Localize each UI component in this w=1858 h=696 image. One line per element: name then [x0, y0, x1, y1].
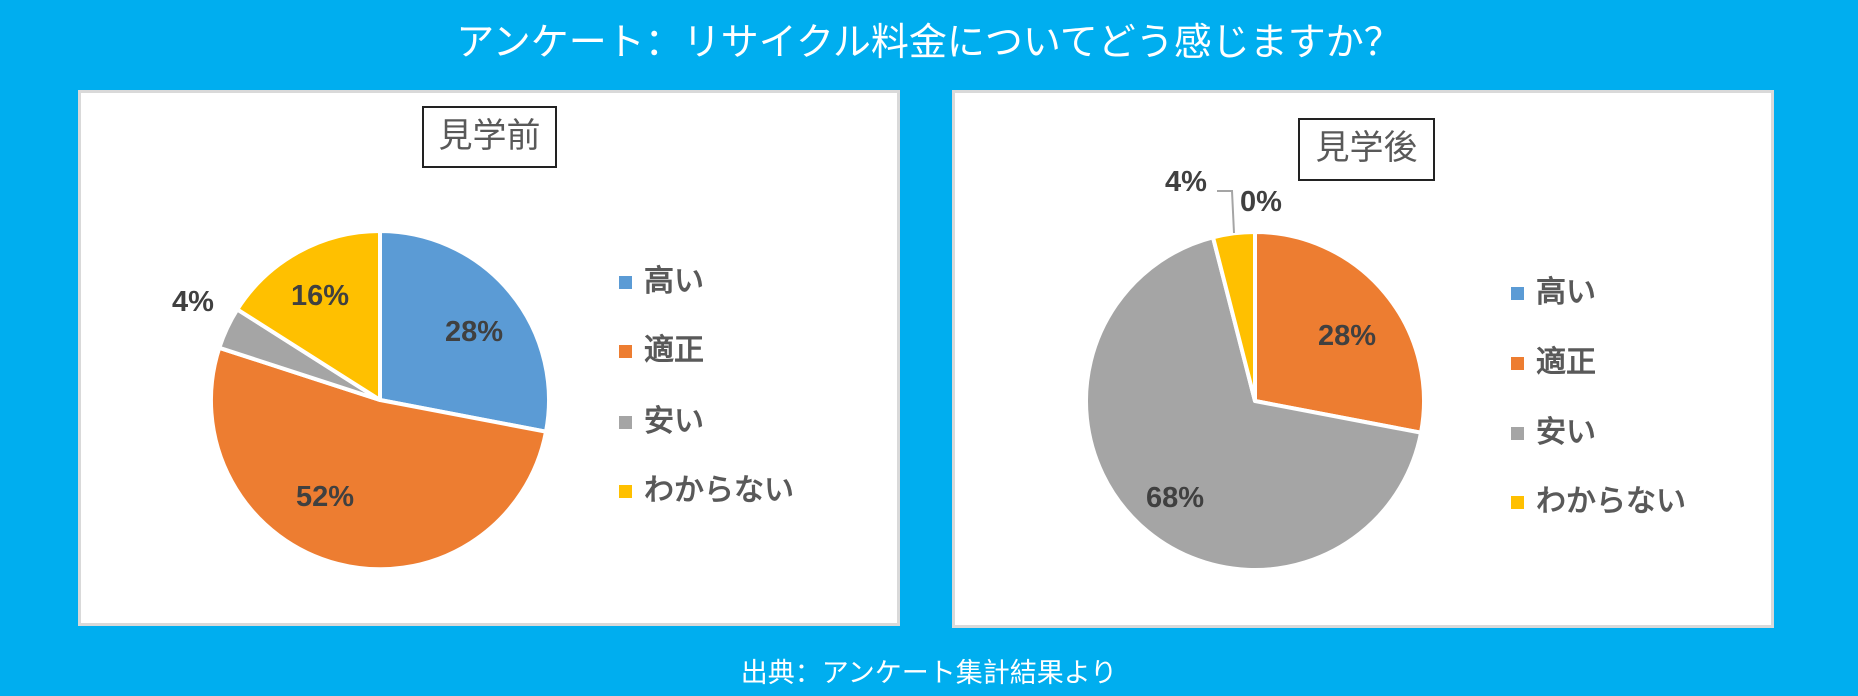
legend-label: わからない: [1536, 484, 1686, 519]
data-label-fair: 28%: [1318, 320, 1376, 352]
legend-swatch-icon: [1511, 286, 1524, 300]
pie-chart-after: 28% 68% 4% 0%: [1084, 166, 1426, 572]
legend-item-fair: 適正: [619, 333, 704, 369]
legend-item-cheap: 安い: [1511, 415, 1596, 451]
legend-swatch-icon: [1511, 495, 1524, 509]
legend-swatch-icon: [619, 415, 632, 429]
pie-chart-before: 28% 52% 4% 16%: [172, 229, 551, 572]
chart-title-after: 見学後: [1298, 118, 1435, 181]
legend-swatch-icon: [1511, 356, 1524, 370]
legend-item-high: 高い: [619, 264, 704, 300]
chart-panel-after: 見学後 28% 68% 4% 0% 高い 適正 安い: [952, 90, 1774, 628]
legend-swatch-icon: [619, 275, 632, 289]
legend-item-fair: 適正: [1511, 345, 1596, 381]
data-label-high: 28%: [445, 316, 503, 348]
slice-unknown: [1211, 230, 1257, 403]
data-label-fair: 52%: [296, 481, 354, 513]
slice-unknown: [235, 229, 382, 402]
legend-label: 安い: [644, 404, 704, 439]
data-label-unknown: 4%: [1165, 166, 1207, 198]
legend-item-unknown: わからない: [1511, 484, 1686, 520]
page-title: アンケート：リサイクル料金についてどう感じますか？: [456, 20, 1402, 64]
legend-label: 適正: [644, 333, 704, 368]
data-label-cheap: 4%: [172, 286, 214, 318]
legend-swatch-icon: [619, 344, 632, 358]
chart-panel-before: 見学前 28% 52% 4% 16% 高い 適正 安い: [78, 90, 900, 626]
legend-label: わからない: [644, 473, 794, 508]
legend-swatch-icon: [1511, 426, 1524, 440]
legend-item-cheap: 安い: [619, 404, 704, 440]
legend-label: 適正: [1536, 345, 1596, 380]
legend-swatch-icon: [619, 484, 632, 498]
legend-label: 高い: [1536, 275, 1596, 310]
data-label-unknown: 16%: [291, 280, 349, 312]
data-label-high: 0%: [1240, 186, 1282, 218]
chart-title-before: 見学前: [422, 106, 557, 168]
slice-fair: [208, 345, 548, 572]
slice-fair: [1253, 230, 1426, 435]
legend-item-unknown: わからない: [619, 473, 794, 509]
legend-label: 安い: [1536, 415, 1596, 450]
data-label-cheap: 68%: [1146, 482, 1204, 514]
leader-line: [1217, 190, 1235, 234]
slice-high: [378, 229, 551, 434]
slice-cheap: [1084, 235, 1423, 572]
source-caption: 出典：アンケート集計結果より: [740, 658, 1118, 689]
legend-item-high: 高い: [1511, 275, 1596, 311]
legend-label: 高い: [644, 264, 704, 299]
